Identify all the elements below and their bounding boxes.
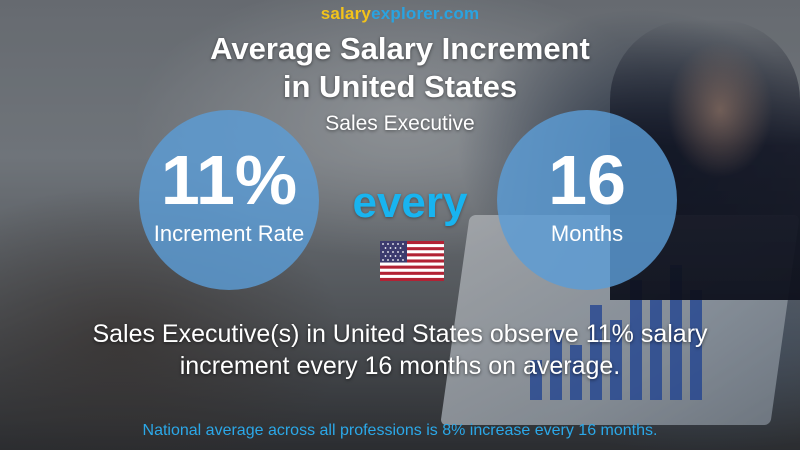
site-logo-part-b: explorer — [371, 4, 439, 23]
title-line-1: Average Salary Increment — [210, 31, 590, 66]
job-title: Sales Executive — [325, 112, 475, 135]
site-logo[interactable]: salaryexplorer.com — [0, 4, 800, 24]
site-logo-part-a: salary — [320, 4, 372, 23]
site-logo-part-c: .com — [438, 4, 480, 23]
increment-rate-circle: 11% Increment Rate — [139, 110, 319, 290]
increment-rate-value: 11% — [160, 141, 298, 219]
summary-line-2: increment every 16 months on average. — [179, 352, 621, 380]
national-average-note: National average across all professions … — [142, 422, 658, 439]
us-flag-icon — [380, 241, 444, 281]
increment-rate-label: Increment Rate — [153, 221, 305, 246]
summary-line-1: Sales Executive(s) in United States obse… — [92, 320, 708, 348]
summary-text: Sales Executive(s) in United States obse… — [40, 318, 760, 382]
period-label: Months — [550, 221, 624, 246]
period-value: 16 — [548, 141, 626, 219]
title-line-2: in United States — [282, 69, 518, 104]
page-title: Average Salary Increment in United State… — [0, 30, 800, 106]
every-connector: every — [352, 178, 468, 227]
period-circle: 16 Months — [497, 110, 677, 290]
